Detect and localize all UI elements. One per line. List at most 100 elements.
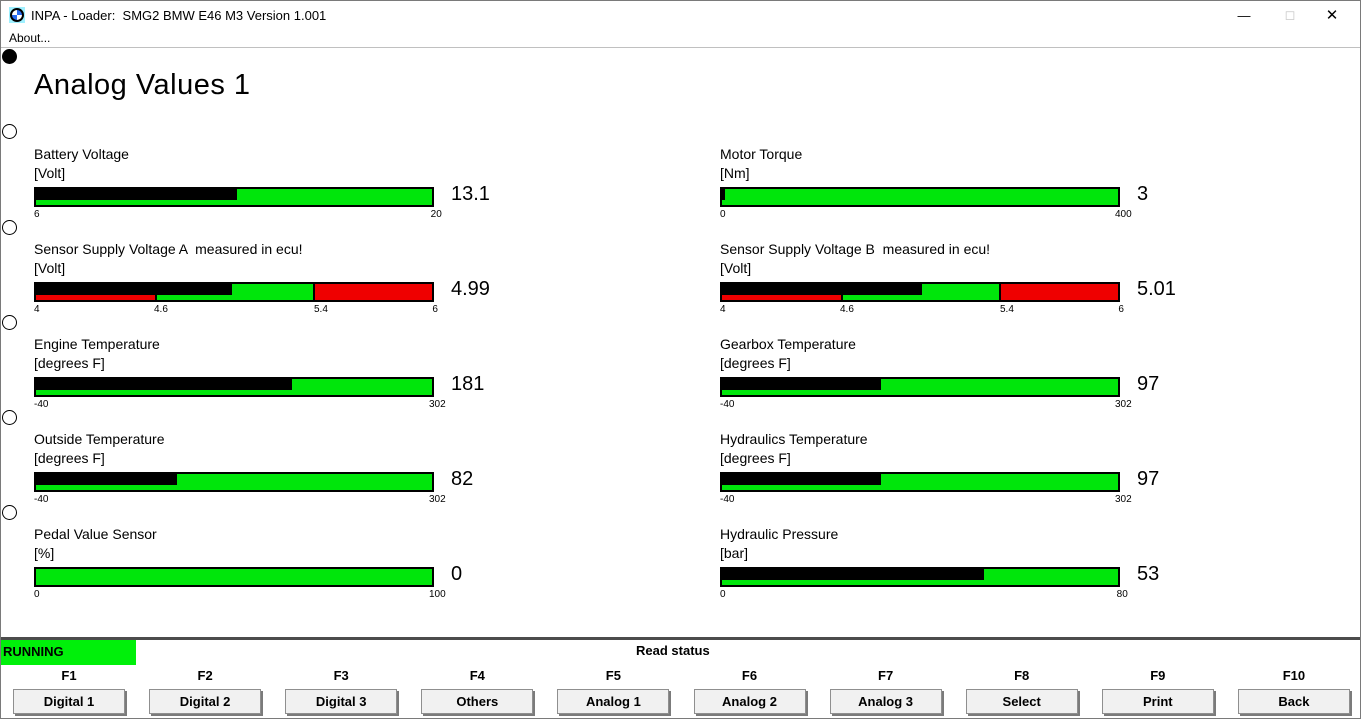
gauge-tick-row: 0 400 xyxy=(720,209,1132,221)
gauge-unit: [Volt] xyxy=(34,165,66,181)
gauge-tick-label: 302 xyxy=(428,494,446,505)
gauge-label: Hydraulics Temperature xyxy=(720,431,868,447)
fkey-name: F7 xyxy=(878,668,894,683)
gauge-value-indicator xyxy=(36,379,292,390)
gauge-bar xyxy=(720,567,1120,587)
gauge-value: 5.01 xyxy=(1137,278,1176,300)
gauge-tick-label: 6 xyxy=(1118,304,1124,315)
function-key-column: F2 Digital 2 xyxy=(137,665,273,718)
status-bar: RUNNING Read status xyxy=(1,640,1360,665)
gauge-tick-row: -40 302 xyxy=(720,494,1132,506)
gauge-tick-label: -40 xyxy=(720,494,735,505)
gauge-tick-label: 0 xyxy=(720,589,726,600)
gauge-tick-label: 4.6 xyxy=(840,304,854,315)
gauge-bar xyxy=(720,472,1120,492)
gauge-unit: [degrees F] xyxy=(34,355,105,371)
gauge-label: Pedal Value Sensor xyxy=(34,526,157,542)
gauge-tick-row: 0 100 xyxy=(34,589,446,601)
screen-indicator-dot xyxy=(2,315,17,330)
gauge-zone-red xyxy=(313,284,432,300)
gauge-zone-green xyxy=(36,569,432,585)
analog-1-button[interactable]: Analog 1 xyxy=(557,689,670,714)
screen-indicator-dot xyxy=(2,505,17,520)
analog-3-button[interactable]: Analog 3 xyxy=(829,689,942,714)
gauge-bar xyxy=(720,282,1120,302)
gauge-tick-label: 0 xyxy=(34,589,40,600)
gauge-tick-label: 80 xyxy=(1116,589,1128,600)
read-status-label: Read status xyxy=(636,643,710,658)
function-key-column: F4 Others xyxy=(409,665,545,718)
gauge-unit: [Nm] xyxy=(720,165,750,181)
gauge-tick-row: -40 302 xyxy=(720,399,1132,411)
fkey-name: F8 xyxy=(1014,668,1030,683)
gauge-unit: [degrees F] xyxy=(720,450,791,466)
gauge-label: Motor Torque xyxy=(720,146,803,162)
back-button[interactable]: Back xyxy=(1237,689,1350,714)
screen-indicator-dot xyxy=(2,124,17,139)
digital-3-button[interactable]: Digital 3 xyxy=(285,689,398,714)
digital-1-button[interactable]: Digital 1 xyxy=(13,689,125,714)
fkey-name: F2 xyxy=(197,668,213,683)
gauge-tick-label: 5.4 xyxy=(314,304,328,315)
gauge-value: 53 xyxy=(1137,563,1160,585)
gauge-tick-label: 5.4 xyxy=(1000,304,1014,315)
menu-about[interactable]: About... xyxy=(9,31,51,45)
gauge-label: Sensor Supply Voltage B measured in ecu! xyxy=(720,241,991,257)
gauge-unit: [%] xyxy=(34,545,55,561)
gauge-label: Sensor Supply Voltage A measured in ecu! xyxy=(34,241,303,257)
gauge-unit: [Volt] xyxy=(720,260,752,276)
gauge-tick-label: 0 xyxy=(720,209,726,220)
digital-2-button[interactable]: Digital 2 xyxy=(149,689,262,714)
page-title: Analog Values 1 xyxy=(34,69,251,101)
bmw-logo-icon xyxy=(9,7,25,23)
gauge-value: 97 xyxy=(1137,373,1160,395)
gauge-bar xyxy=(34,472,434,492)
gauge-value-indicator xyxy=(722,379,881,390)
fkey-name: F3 xyxy=(333,668,349,683)
screen-indicator-dot xyxy=(2,220,17,235)
gauge-value: 181 xyxy=(451,373,485,395)
gauge-zone-green xyxy=(722,189,1118,205)
gauge-tick-label: 4.6 xyxy=(154,304,168,315)
gauge-value: 3 xyxy=(1137,183,1149,205)
gauge-tick-label: -40 xyxy=(34,399,49,410)
gauge-unit: [Volt] xyxy=(34,260,66,276)
analog-2-button[interactable]: Analog 2 xyxy=(693,689,806,714)
gauge-tick-label: 6 xyxy=(34,209,40,220)
gauge-tick-label: 4 xyxy=(34,304,40,315)
gauge-bar xyxy=(720,187,1120,207)
gauge-value: 4.99 xyxy=(451,278,490,300)
gauge-bar xyxy=(34,187,434,207)
others-button[interactable]: Others xyxy=(421,689,534,714)
screen-indicator-dot xyxy=(2,49,17,64)
gauge-value-indicator xyxy=(722,284,922,295)
function-key-column: F3 Digital 3 xyxy=(273,665,409,718)
fkey-name: F9 xyxy=(1150,668,1166,683)
gauge-unit: [degrees F] xyxy=(34,450,105,466)
gauge-tick-label: 6 xyxy=(432,304,438,315)
gauge-tick-label: 20 xyxy=(430,209,442,220)
gauge-label: Gearbox Temperature xyxy=(720,336,856,352)
gauge-tick-row: 6 20 xyxy=(34,209,442,221)
menu-bar: About... xyxy=(1,29,1360,48)
function-key-column: F9 Print xyxy=(1090,665,1226,718)
gauge-tick-label: 302 xyxy=(1114,494,1132,505)
gauge-tick-label: 4 xyxy=(720,304,726,315)
fkey-name: F4 xyxy=(469,668,485,683)
fkey-name: F5 xyxy=(605,668,621,683)
gauge-tick-row: 0 80 xyxy=(720,589,1128,601)
gauge-value-indicator xyxy=(722,569,985,580)
select-button[interactable]: Select xyxy=(965,689,1078,714)
gauge-value-indicator xyxy=(36,474,178,485)
gauge-label: Battery Voltage xyxy=(34,146,129,162)
close-button[interactable]: ✕ xyxy=(1325,7,1339,24)
print-button[interactable]: Print xyxy=(1101,689,1214,714)
gauge-bar xyxy=(720,377,1120,397)
minimize-button[interactable]: — xyxy=(1237,7,1251,23)
gauge-tick-label: 302 xyxy=(1114,399,1132,410)
gauge-value: 13.1 xyxy=(451,183,490,205)
window-title: INPA - Loader: SMG2 BMW E46 M3 Version 1… xyxy=(31,8,327,23)
maximize-button: ◻ xyxy=(1284,7,1296,22)
fkey-name: F1 xyxy=(61,668,77,683)
